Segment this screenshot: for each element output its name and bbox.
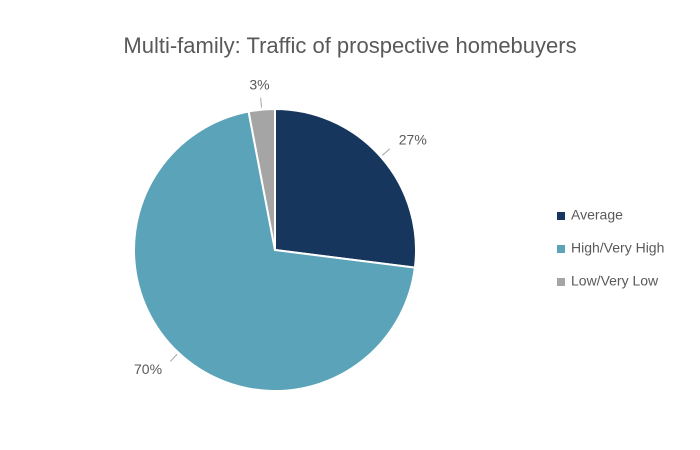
leader-line — [381, 148, 391, 156]
leader-line — [260, 97, 263, 108]
legend-label: Low/Very Low — [571, 273, 659, 289]
data-label: 27% — [399, 132, 427, 148]
data-label: 3% — [249, 76, 269, 92]
legend-marker — [557, 278, 565, 286]
chart-title: Multi-family: Traffic of prospective hom… — [123, 33, 576, 58]
pie-slice — [247, 107, 276, 251]
legend-label: Average — [571, 207, 623, 223]
data-label: 70% — [134, 361, 162, 377]
legend-marker — [557, 212, 565, 220]
legend-marker — [557, 245, 565, 253]
pie-slice — [133, 110, 417, 392]
pie-slice — [274, 107, 417, 269]
leader-line — [169, 353, 178, 362]
legend-label: High/Very High — [571, 240, 664, 256]
